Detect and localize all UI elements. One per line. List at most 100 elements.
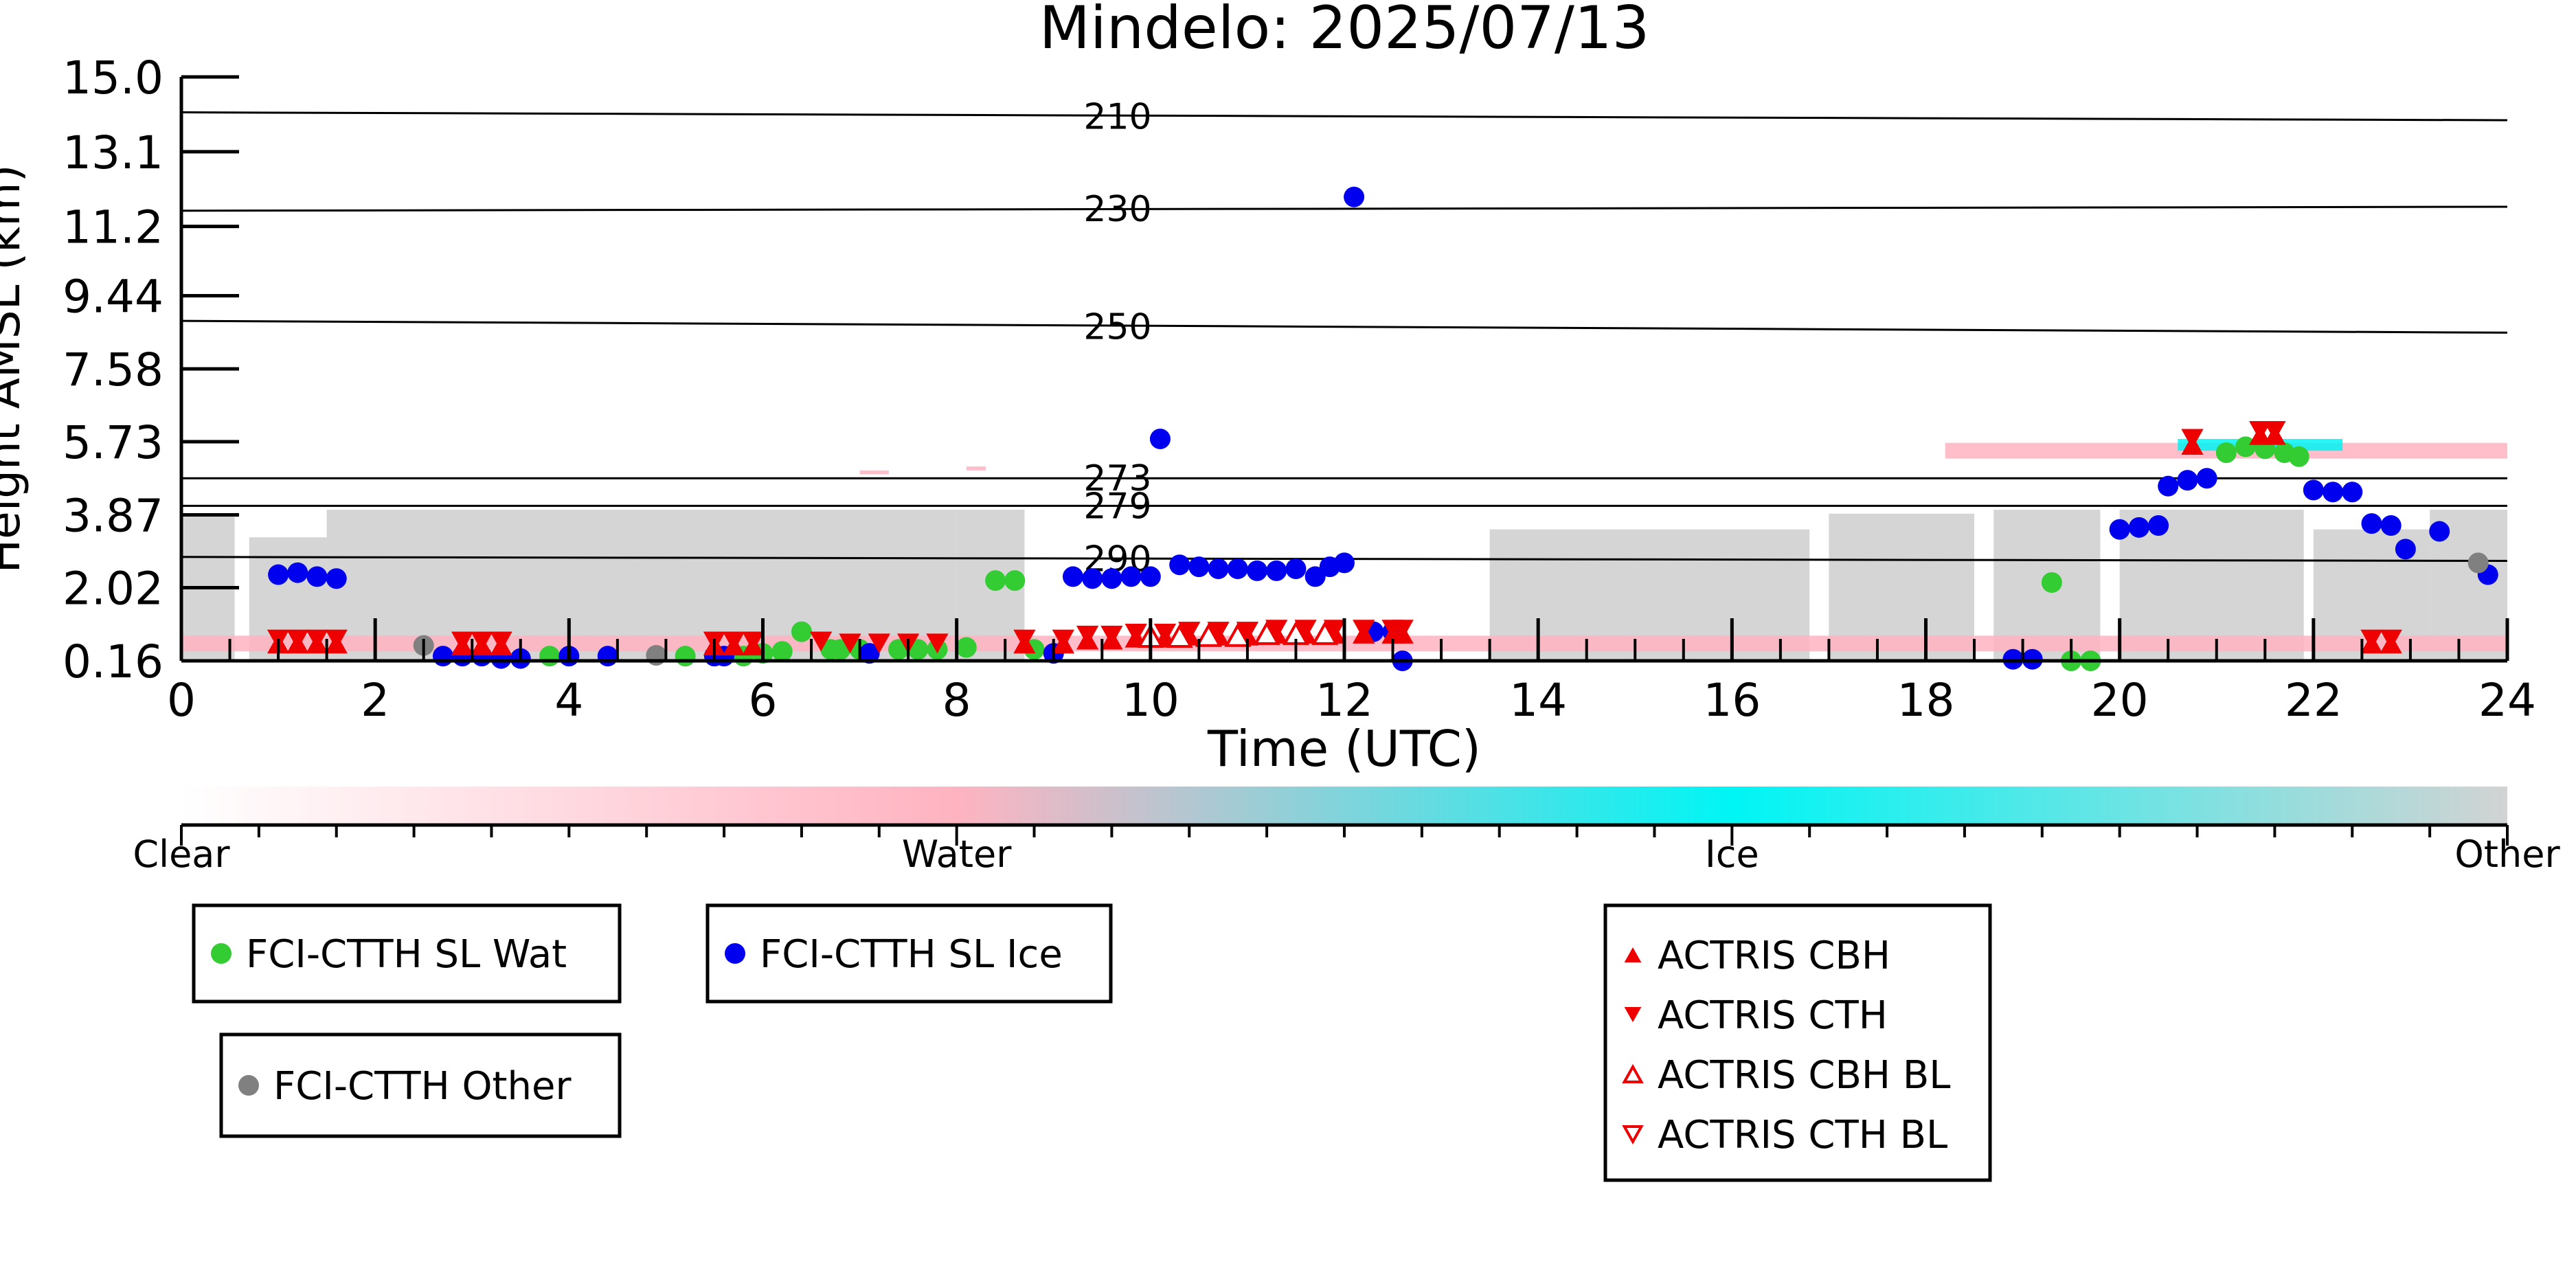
fci-ctth-marker [326, 568, 347, 589]
colorbar-label: Clear [133, 833, 230, 876]
chart-title: Mindelo: 2025/07/13 [1039, 0, 1650, 63]
fci-ctth-marker [2429, 521, 2450, 542]
fci-ctth-marker [1120, 566, 1142, 587]
isotherm-label: 250 [1083, 307, 1151, 348]
x-tick-label: 2 [361, 674, 389, 727]
phase-region [2119, 510, 2304, 661]
fci-ctth-marker [2158, 475, 2179, 497]
actris-marker [1052, 629, 1075, 650]
colorbar-label: Ice [1705, 833, 1759, 876]
legend-box [705, 903, 1113, 1004]
actris-marker [1353, 620, 1375, 640]
x-tick-label: 0 [167, 674, 196, 727]
isotherm-label: 230 [1083, 189, 1151, 230]
actris-marker [723, 631, 745, 652]
fci-ctth-marker [2467, 552, 2489, 574]
legend-marker [238, 1075, 259, 1096]
actris-marker [1253, 620, 1280, 645]
x-tick-label: 22 [2285, 674, 2342, 727]
legend-marker [1624, 947, 1642, 963]
actris-marker [1013, 629, 1036, 650]
actris-marker [1294, 620, 1317, 640]
actris-marker [926, 633, 949, 654]
fci-ctth-marker [1208, 558, 1229, 579]
actris-marker [742, 631, 765, 652]
fci-ctth-marker [1140, 566, 1161, 587]
fci-ctth-marker [2109, 519, 2130, 540]
actris-marker [2249, 421, 2272, 441]
fci-ctth-marker [956, 637, 977, 658]
actris-marker [1178, 622, 1201, 642]
fci-ctth-marker [1266, 560, 1287, 581]
actris-marker [306, 629, 328, 650]
fci-ctth-marker [2177, 470, 2198, 491]
legend-label: ACTRIS CBH [1658, 934, 1890, 978]
fci-ctth-marker [2303, 479, 2324, 501]
x-tick-label: 12 [1315, 674, 1373, 727]
actris-marker [1224, 622, 1252, 647]
actris-marker [810, 631, 833, 652]
fci-ctth-marker [2235, 436, 2257, 457]
legend-box [1603, 903, 1992, 1182]
data-points [267, 186, 2498, 671]
actris-marker [2360, 629, 2383, 650]
fci-ctth-marker [2288, 446, 2309, 467]
y-tick-label: 5.73 [63, 416, 163, 469]
fci-ctth-marker [1101, 568, 1122, 589]
fci-ctth-marker [2041, 572, 2062, 594]
fci-ctth-marker [1247, 560, 1268, 581]
fci-ctth-marker [597, 646, 618, 667]
fci-ctth-marker [1149, 428, 1171, 449]
fci-ctth-marker [268, 564, 289, 585]
x-tick-label: 4 [554, 674, 583, 727]
actris-marker [2181, 429, 2204, 449]
actris-marker [1323, 620, 1346, 640]
legend-label: ACTRIS CTH BL [1658, 1113, 1947, 1157]
y-tick-label: 9.44 [63, 270, 163, 323]
actris-marker [1076, 625, 1099, 646]
fci-ctth-marker [1334, 552, 1355, 574]
y-axis-label: Height AMSL (km) [0, 165, 30, 574]
actris-marker [451, 631, 474, 652]
isotherm-label: 210 [1083, 96, 1151, 137]
actris-marker [1207, 622, 1230, 642]
fci-ctth-marker [1304, 566, 1326, 587]
fci-ctth-marker [1227, 558, 1248, 579]
x-tick-label: 18 [1897, 674, 1955, 727]
isotherm-label: 273 [1083, 458, 1151, 499]
fci-ctth-marker [432, 646, 453, 667]
actris-marker [1195, 622, 1223, 647]
fci-ctth-marker [791, 621, 812, 642]
actris-marker [471, 631, 493, 652]
fci-ctth-marker [2215, 442, 2237, 464]
fci-ctth-marker [1082, 568, 1103, 589]
isotherm-line [181, 319, 2507, 334]
fci-ctth-marker [675, 646, 696, 667]
fci-ctth-marker [306, 566, 328, 587]
phase-region [859, 470, 889, 475]
x-tick-label: 14 [1509, 674, 1567, 727]
legend-label: FCI-CTTH SL Wat [246, 932, 567, 977]
fci-ctth-marker [2148, 515, 2169, 536]
fci-ctth-marker [2395, 539, 2416, 560]
fci-ctth-marker [2323, 482, 2344, 503]
actris-marker [839, 633, 861, 654]
fci-ctth-marker [1062, 566, 1083, 587]
actris-marker [1166, 623, 1193, 648]
fci-ctth-marker [2196, 468, 2217, 489]
x-axis-label: Time (UTC) [1207, 720, 1481, 778]
fci-ctth-marker [1344, 186, 1365, 207]
fci-ctth-marker [2128, 517, 2149, 538]
fci-ctth-marker [771, 641, 793, 662]
actris-marker [868, 633, 890, 654]
y-tick-label: 13.1 [63, 126, 163, 179]
actris-marker [1311, 620, 1339, 645]
actris-marker [1100, 625, 1123, 646]
x-tick-label: 10 [1122, 674, 1179, 727]
y-tick-label: 0.16 [63, 635, 163, 688]
legend-marker [211, 943, 231, 964]
legend-label: ACTRIS CTH [1658, 993, 1888, 1038]
legend-label: FCI-CTTH SL Ice [760, 932, 1063, 977]
